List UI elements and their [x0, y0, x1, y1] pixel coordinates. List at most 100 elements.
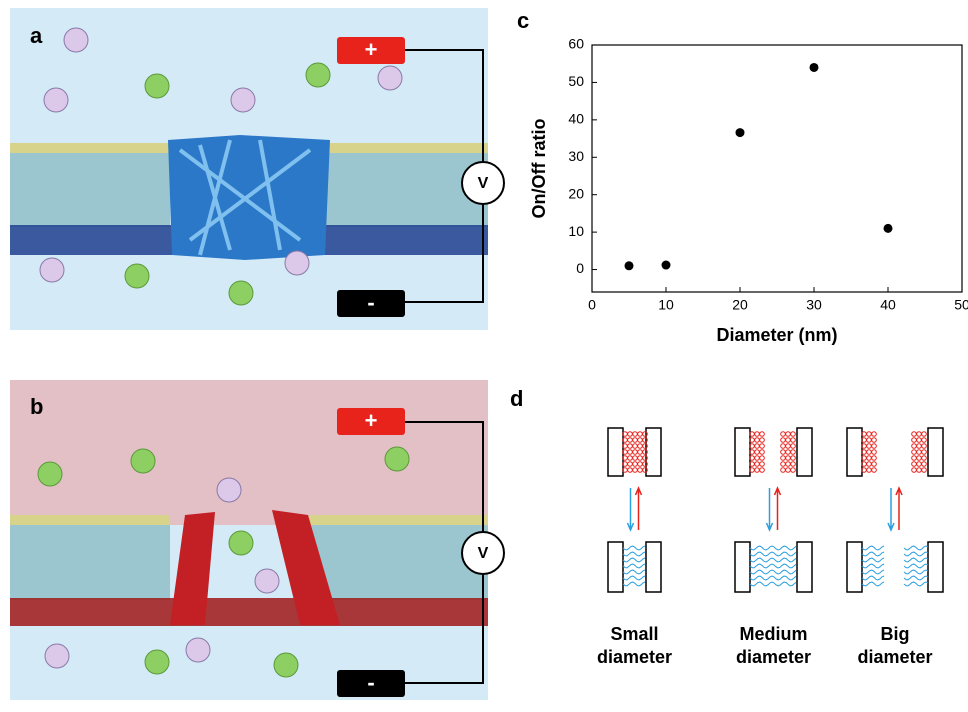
chain-loop [922, 450, 927, 455]
chain-loop [917, 468, 922, 473]
panel-b: + - V b [10, 380, 504, 700]
chain-loop [912, 444, 917, 449]
pore-wall [735, 428, 750, 476]
chain-loop [633, 444, 638, 449]
chain-loop [912, 450, 917, 455]
point [662, 261, 671, 270]
x-tick-label: 20 [732, 297, 748, 313]
chain [750, 570, 796, 574]
chain-loop [760, 468, 765, 473]
chain-loop [786, 462, 791, 467]
minus-label: - [367, 290, 374, 315]
y-tick-label: 10 [568, 223, 584, 239]
chain [750, 576, 796, 580]
arrow-down [767, 488, 773, 530]
point [810, 63, 819, 72]
chain-loop [760, 444, 765, 449]
chain-loop [917, 450, 922, 455]
chain-loop [638, 444, 643, 449]
chain-loop [760, 450, 765, 455]
pore-wall [797, 428, 812, 476]
chain [862, 576, 884, 580]
chain [904, 552, 928, 556]
chain-loop [872, 456, 877, 461]
arrow-up [775, 488, 781, 530]
chain-loop [781, 432, 786, 437]
panel-a: + - V a [10, 8, 504, 330]
arrow-up [636, 488, 642, 530]
chain-loop [917, 456, 922, 461]
chain-loop [917, 462, 922, 467]
diameter-label: Big [881, 624, 910, 644]
diameter-label: Medium [739, 624, 807, 644]
minus-label: - [367, 670, 374, 695]
chain-loop [633, 432, 638, 437]
chain [862, 564, 884, 568]
chain-loop [628, 444, 633, 449]
chain-loop [638, 468, 643, 473]
voltmeter-label: V [478, 175, 489, 192]
chain-loop [912, 462, 917, 467]
chain-loop [867, 450, 872, 455]
plot-frame [592, 45, 962, 292]
chain-loop [628, 462, 633, 467]
chain-loop [786, 456, 791, 461]
x-tick-label: 30 [806, 297, 822, 313]
point [625, 261, 634, 270]
chain [862, 570, 884, 574]
chain-loop [872, 468, 877, 473]
chain-loop [922, 468, 927, 473]
chain-loop [628, 450, 633, 455]
chain-loop [912, 438, 917, 443]
chain-loop [786, 432, 791, 437]
pore-wall [646, 428, 661, 476]
panel-label: b [30, 394, 43, 419]
pore-wall [646, 542, 661, 592]
chain-loop [781, 444, 786, 449]
chain [623, 570, 645, 574]
y-axis-label: On/Off ratio [529, 119, 549, 219]
chain-loop [760, 432, 765, 437]
chain-loop [638, 432, 643, 437]
panel-label: c [517, 8, 529, 33]
chain-loop [791, 432, 796, 437]
figure: + - V a + - V b c 0102030405001020304050… [0, 0, 968, 707]
chain-loop [628, 438, 633, 443]
chain [904, 546, 928, 550]
chain-loop [912, 456, 917, 461]
point [736, 128, 745, 137]
chain-loop [867, 462, 872, 467]
y-tick-label: 40 [568, 111, 584, 127]
chain-loop [786, 450, 791, 455]
y-tick-label: 20 [568, 185, 584, 201]
arrow-up [896, 488, 902, 530]
pore-wall [847, 542, 862, 592]
chain [623, 576, 645, 580]
chain-loop [922, 462, 927, 467]
pore-wall [735, 542, 750, 592]
pore-wall [797, 542, 812, 592]
pore-wall [928, 542, 943, 592]
pore-wall [928, 428, 943, 476]
pore-wall [608, 542, 623, 592]
chain [750, 546, 796, 550]
chain-loop [872, 444, 877, 449]
chain [862, 582, 884, 586]
chain-loop [760, 438, 765, 443]
y-tick-label: 60 [568, 36, 584, 52]
chain-loop [786, 444, 791, 449]
chain [904, 582, 928, 586]
chain [904, 564, 928, 568]
voltmeter-label: V [478, 545, 489, 562]
diameter-label: diameter [597, 647, 672, 667]
chain-loop [638, 450, 643, 455]
chain-loop [633, 462, 638, 467]
chain-loop [917, 432, 922, 437]
y-tick-label: 30 [568, 148, 584, 164]
x-axis-label: Diameter (nm) [716, 325, 837, 345]
chain-loop [867, 438, 872, 443]
chain-loop [786, 468, 791, 473]
diameter-label: diameter [736, 647, 811, 667]
